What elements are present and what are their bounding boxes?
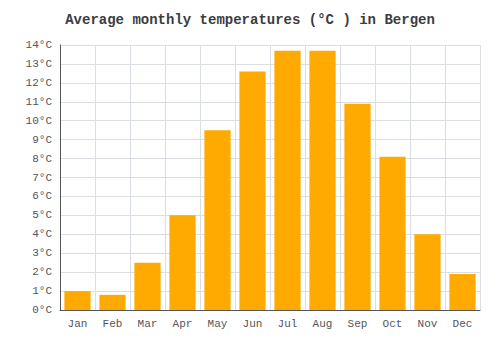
svg-text:Sep: Sep: [348, 318, 368, 330]
svg-text:Mar: Mar: [138, 318, 158, 330]
svg-text:Nov: Nov: [418, 318, 438, 330]
svg-text:Dec: Dec: [453, 318, 473, 330]
svg-text:14°C: 14°C: [26, 39, 53, 51]
svg-text:10°C: 10°C: [26, 115, 53, 127]
svg-text:Average monthly temperatures (: Average monthly temperatures (°C ) in Be…: [65, 12, 435, 28]
svg-text:Aug: Aug: [313, 318, 333, 330]
svg-text:2°C: 2°C: [32, 266, 52, 278]
svg-text:8°C: 8°C: [32, 153, 52, 165]
svg-text:6°C: 6°C: [32, 190, 52, 202]
svg-text:7°C: 7°C: [32, 172, 52, 184]
svg-text:0°C: 0°C: [32, 304, 52, 316]
svg-text:11°C: 11°C: [26, 96, 53, 108]
svg-text:5°C: 5°C: [32, 209, 52, 221]
svg-text:3°C: 3°C: [32, 247, 52, 259]
svg-text:Jun: Jun: [243, 318, 263, 330]
svg-text:Apr: Apr: [173, 318, 193, 330]
svg-text:May: May: [208, 318, 228, 330]
svg-text:Jan: Jan: [68, 318, 88, 330]
svg-text:1°C: 1°C: [32, 285, 52, 297]
svg-text:4°C: 4°C: [32, 228, 52, 240]
svg-text:9°C: 9°C: [32, 134, 52, 146]
svg-text:Oct: Oct: [383, 318, 403, 330]
svg-text:13°C: 13°C: [26, 58, 53, 70]
svg-text:Jul: Jul: [278, 318, 298, 330]
svg-text:Feb: Feb: [103, 318, 123, 330]
svg-text:12°C: 12°C: [26, 77, 53, 89]
